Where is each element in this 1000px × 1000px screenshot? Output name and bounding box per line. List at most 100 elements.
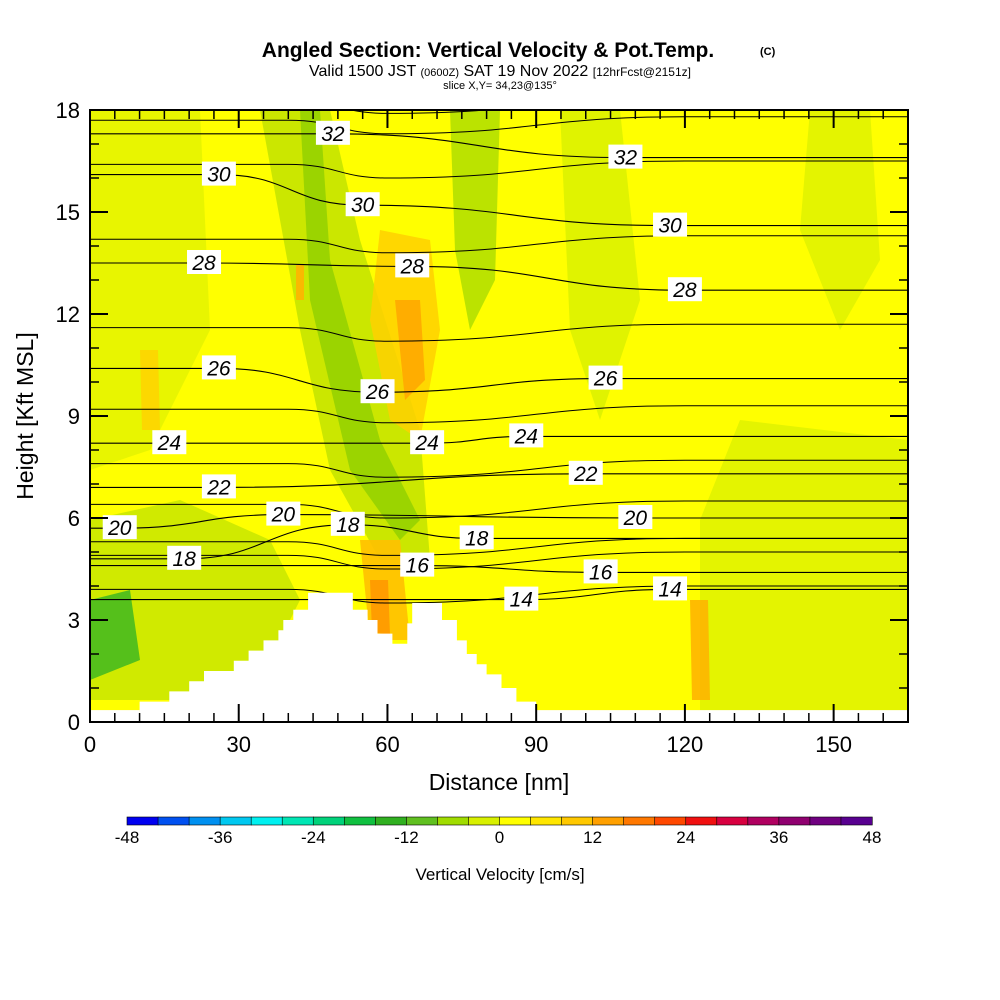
contour-label-text: 22: [573, 463, 598, 486]
contour-line-minor: [90, 459, 908, 478]
contour-label: 26: [360, 379, 395, 404]
colorbar-swatch: [281, 816, 314, 826]
colorbar-swatch: [188, 816, 221, 826]
contour-label-bg: [395, 253, 430, 278]
contour-line-minor: [90, 585, 908, 604]
colorbar: -48 -36 -24 -12 0 12 24 36 48: [115, 816, 882, 847]
subtitle-valid: Valid 1500 JST: [309, 63, 417, 80]
colorbar-label: Vertical Velocity [cm/s]: [415, 865, 584, 884]
contour-label-text: 16: [589, 561, 613, 584]
contour-line-minor: [90, 537, 908, 556]
contour-line-minor: [90, 405, 908, 424]
colorbar-tick-label: 24: [676, 828, 695, 847]
velocity-patch: [296, 265, 304, 300]
contour-label: 30: [345, 192, 380, 217]
velocity-patch: [90, 110, 210, 470]
colorbar-swatch: [157, 816, 190, 826]
subtitle-date: SAT 19 Nov 2022: [463, 63, 588, 80]
contour-line-minor: [349, 110, 492, 114]
contour-label-text: 20: [271, 504, 296, 527]
contour-line-14: [90, 588, 908, 601]
contour-label: 16: [583, 559, 618, 584]
contour-label-bg: [330, 511, 365, 536]
colorbar-swatch: [592, 816, 625, 826]
contour-label-text: 28: [400, 255, 425, 278]
contour-label-text: 22: [206, 476, 231, 499]
contour-line-minor: [90, 116, 908, 135]
velocity-patch: [300, 110, 420, 540]
colorbar-swatch: [654, 816, 687, 826]
contour-label: 24: [509, 423, 544, 448]
contour-line-32: [90, 133, 908, 159]
contour-label-bg: [568, 460, 603, 485]
contour-label-bg: [315, 120, 350, 145]
pot-temp-contours: [90, 110, 908, 604]
colorbar-tick-label: 36: [769, 828, 788, 847]
contour-line-16: [90, 565, 908, 573]
y-tick-label: 12: [56, 302, 80, 327]
colorbar-swatch: [561, 816, 594, 826]
contour-label-text: 24: [514, 425, 538, 448]
colorbar-swatch: [468, 816, 501, 826]
contour-label-bg: [201, 161, 236, 186]
velocity-patch: [450, 110, 500, 330]
contour-label-bg: [152, 430, 187, 455]
contour-label-bg: [201, 474, 236, 499]
contour-label: 18: [459, 525, 494, 550]
contour-label-bg: [504, 586, 539, 611]
y-tick-label: 3: [68, 608, 80, 633]
contour-label: 14: [653, 576, 688, 601]
subtitle-zulu: (0600Z): [420, 67, 459, 79]
y-tick-label: 9: [68, 404, 80, 429]
contour-label-text: 18: [465, 527, 489, 550]
colorbar-swatch: [437, 816, 470, 826]
contour-label-bg: [588, 365, 623, 390]
vertical-velocity-field: [90, 110, 908, 722]
contour-label-text: 30: [207, 164, 231, 187]
colorbar-swatch: [219, 816, 252, 826]
contour-label: 22: [568, 460, 603, 486]
contour-label-text: 26: [365, 381, 390, 404]
colorbar-tick-label: 12: [583, 828, 602, 847]
colorbar-tick-label: -48: [115, 828, 140, 847]
contour-label-text: 32: [321, 123, 345, 146]
contour-label-text: 30: [351, 194, 375, 217]
contour-label: 20: [618, 505, 653, 530]
x-tick-label: 150: [815, 732, 852, 757]
colorbar-tick-label: 48: [863, 828, 882, 847]
contour-label: 26: [588, 365, 623, 391]
colorbar-swatch: [747, 816, 780, 826]
contour-label: 16: [400, 552, 435, 578]
contour-label-text: 14: [658, 578, 681, 601]
contour-label-bg: [201, 355, 236, 380]
contour-label-text: 28: [672, 279, 697, 302]
velocity-patch: [395, 300, 425, 400]
contour-line-minor: [90, 551, 908, 570]
colorbar-swatch: [343, 816, 376, 826]
colorbar-swatch: [250, 816, 283, 826]
terrain: [139, 592, 908, 722]
velocity-patch: [90, 590, 140, 680]
contour-label-text: 20: [107, 517, 132, 540]
velocity-patch: [690, 600, 710, 700]
contour-line-22: [90, 473, 908, 488]
x-tick-label: 0: [84, 732, 96, 757]
contour-label-bg: [667, 277, 702, 302]
contour-label-bg: [618, 505, 653, 529]
contour-label-text: 14: [510, 589, 533, 612]
contour-label: 28: [187, 250, 222, 275]
colorbar-swatch: [499, 816, 532, 826]
contour-label: 26: [201, 355, 236, 380]
velocity-patch: [140, 350, 160, 430]
colorbar-swatch: [312, 816, 345, 826]
velocity-patch: [560, 110, 640, 420]
colorbar-swatch: [809, 816, 842, 826]
x-tick-label: 90: [524, 732, 548, 757]
chart-title-mark: (C): [760, 46, 776, 58]
contour-label-bg: [653, 576, 688, 601]
x-tick-label: 120: [667, 732, 704, 757]
contour-label-text: 26: [206, 357, 231, 380]
contour-label: 18: [167, 545, 202, 571]
contour-label-bg: [360, 379, 395, 404]
contour-label-text: 18: [173, 548, 197, 571]
